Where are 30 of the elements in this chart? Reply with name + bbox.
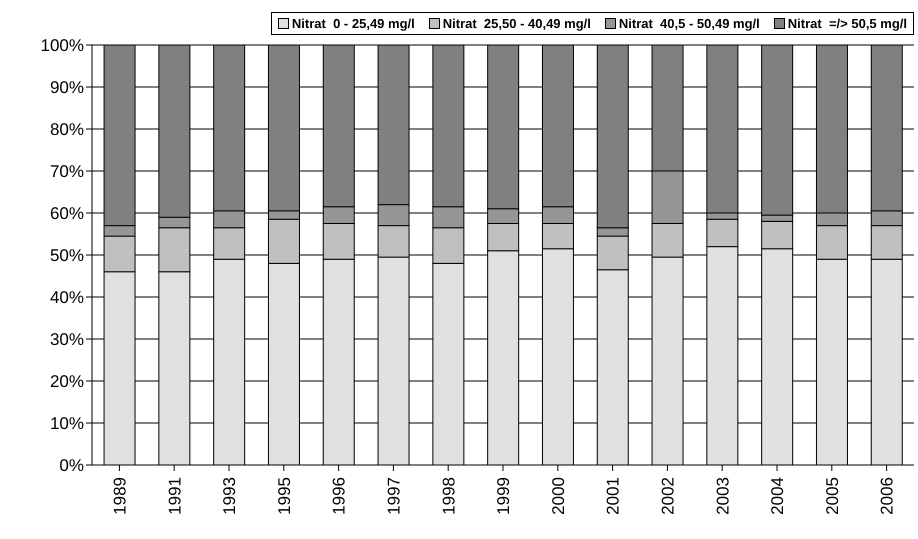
x-tick-label: 1991 bbox=[165, 477, 184, 515]
legend-label: Nitrat 40,5 - 50,49 mg/l bbox=[618, 16, 760, 31]
y-tick-label: 70% bbox=[50, 162, 84, 182]
x-tick-label: 2003 bbox=[713, 477, 732, 515]
x-tick-label: 2002 bbox=[658, 477, 678, 515]
x-tick-label: 1996 bbox=[330, 477, 349, 515]
legend-label: Nitrat 25,50 - 40,49 mg/l bbox=[442, 16, 591, 31]
y-tick-label: 40% bbox=[50, 288, 84, 308]
y-tick-label: 20% bbox=[50, 372, 84, 392]
x-tick-label: 2004 bbox=[768, 477, 788, 515]
y-tick-label: 60% bbox=[50, 204, 84, 224]
y-tick-label: 100% bbox=[40, 36, 84, 56]
x-tick-label: 1995 bbox=[274, 477, 294, 515]
legend-label: Nitrat 0 - 25,49 mg/l bbox=[290, 16, 415, 31]
x-tick-label: 1999 bbox=[494, 477, 514, 515]
y-tick-label: 0% bbox=[59, 456, 84, 476]
x-tick-label: 2001 bbox=[604, 477, 623, 515]
x-tick-label: 2006 bbox=[878, 477, 897, 515]
y-tick-label: 90% bbox=[50, 78, 84, 98]
y-tick-label: 50% bbox=[50, 246, 84, 266]
x-tick-label: 2005 bbox=[822, 477, 842, 515]
x-tick-label: 1997 bbox=[384, 477, 404, 515]
y-tick-label: 80% bbox=[50, 120, 84, 140]
legend-label: Nitrat =/> 50,5 mg/l bbox=[786, 16, 907, 31]
x-tick-label: 2000 bbox=[548, 477, 568, 515]
y-tick-label: 30% bbox=[50, 330, 84, 350]
y-tick-label: 10% bbox=[50, 414, 84, 434]
x-tick-label: 1998 bbox=[439, 477, 458, 515]
x-tick-label: 1989 bbox=[110, 477, 130, 515]
x-tick-label: 1993 bbox=[220, 477, 240, 515]
